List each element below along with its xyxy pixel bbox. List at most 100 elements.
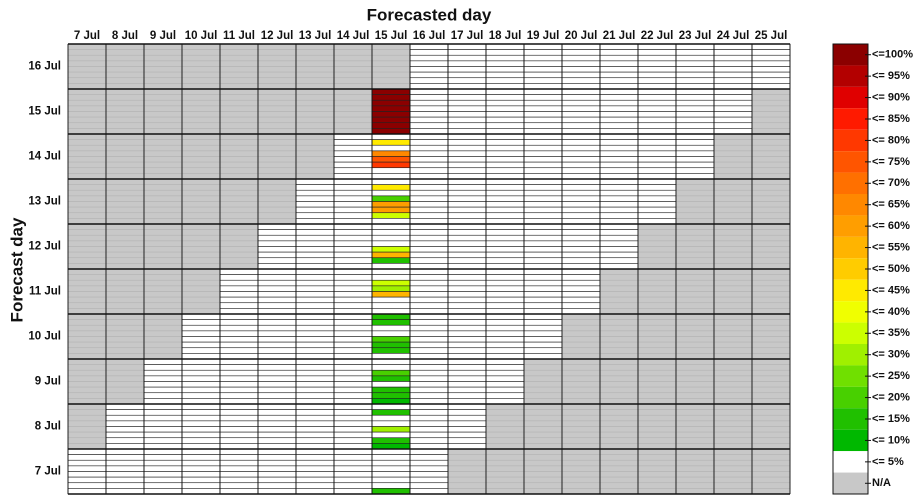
heatmap-cell	[409, 167, 449, 174]
heatmap-cell	[523, 122, 563, 129]
heatmap-cell	[523, 375, 563, 382]
heatmap-cell	[599, 263, 639, 270]
heatmap-cell	[637, 403, 677, 410]
heatmap-cell	[751, 398, 791, 405]
heatmap-cell	[295, 420, 335, 427]
heatmap-cell	[599, 105, 639, 112]
heatmap-cell	[105, 234, 145, 242]
heatmap-cell	[371, 285, 411, 292]
heatmap-cell	[485, 471, 525, 478]
heatmap-cell	[333, 358, 373, 365]
heatmap-cell	[143, 302, 183, 309]
heatmap-cell	[637, 409, 677, 416]
heatmap-cell	[713, 189, 753, 197]
heatmap-cell	[257, 386, 297, 394]
heatmap-cell	[523, 229, 563, 236]
heatmap-cell	[485, 279, 525, 287]
heatmap-cell	[371, 336, 411, 343]
heatmap-cell	[181, 88, 221, 95]
heatmap-cell	[599, 347, 639, 354]
heatmap-cell	[599, 83, 639, 90]
heatmap-cell	[295, 49, 335, 56]
heatmap-cell	[257, 173, 297, 180]
heatmap-cell	[751, 482, 791, 489]
heatmap-cell	[67, 443, 107, 450]
heatmap-cell	[409, 347, 449, 354]
heatmap-cell	[295, 341, 335, 349]
heatmap-cell	[105, 465, 145, 472]
heatmap-cell	[599, 471, 639, 478]
heatmap-cell	[713, 257, 753, 264]
heatmap-cell	[257, 398, 297, 405]
heatmap-cell	[637, 122, 677, 129]
heatmap-cell	[67, 476, 107, 484]
heatmap-cell	[485, 291, 525, 298]
heatmap-cell	[713, 184, 753, 191]
heatmap-cell	[295, 178, 335, 185]
heatmap-cell	[143, 482, 183, 489]
heatmap-cell	[637, 77, 677, 84]
heatmap-cell	[295, 88, 335, 95]
heatmap-cell	[181, 195, 221, 202]
heatmap-cell	[409, 279, 449, 287]
heatmap-cell	[523, 71, 563, 79]
heatmap-cell	[67, 60, 107, 67]
heatmap-cell	[67, 240, 107, 247]
heatmap-cell	[181, 60, 221, 67]
heatmap-cell	[257, 94, 297, 101]
heatmap-cell	[751, 409, 791, 416]
heatmap-cell	[257, 128, 297, 135]
heatmap-cell	[105, 212, 145, 219]
heatmap-cell	[219, 324, 259, 332]
heatmap-cell	[181, 330, 221, 337]
heatmap-cell	[105, 105, 145, 112]
heatmap-cell	[675, 308, 715, 315]
heatmap-cell	[143, 358, 183, 365]
heatmap-cell	[485, 398, 525, 405]
heatmap-cell	[713, 398, 753, 405]
heatmap-cell	[219, 167, 259, 174]
heatmap-cell	[67, 178, 107, 185]
heatmap-cell	[637, 195, 677, 202]
heatmap-cell	[713, 347, 753, 354]
heatmap-cell	[561, 398, 601, 405]
heatmap-cell	[371, 257, 411, 264]
heatmap-cell	[675, 330, 715, 337]
heatmap-cell	[333, 116, 373, 124]
heatmap-cell	[105, 313, 145, 320]
heatmap-cell	[219, 105, 259, 112]
heatmap-cell	[447, 144, 487, 152]
heatmap-cell	[447, 392, 487, 399]
heatmap-cell	[371, 386, 411, 394]
heatmap-cell	[371, 139, 411, 146]
heatmap-cell	[219, 392, 259, 399]
heatmap-cell	[219, 116, 259, 124]
heatmap-cell	[637, 150, 677, 157]
heatmap-cell	[447, 223, 487, 230]
heatmap-cell	[675, 392, 715, 399]
heatmap-cell	[67, 150, 107, 157]
heatmap-cell	[637, 156, 677, 163]
heatmap-cell	[219, 454, 259, 461]
heatmap-cell	[751, 128, 791, 135]
heatmap-cell	[257, 178, 297, 185]
heatmap-cell	[371, 246, 411, 253]
heatmap-cell	[105, 218, 145, 225]
heatmap-cell	[219, 195, 259, 202]
heatmap-cell	[333, 195, 373, 202]
heatmap-cell	[219, 77, 259, 84]
heatmap-cell	[257, 313, 297, 320]
heatmap-cell	[67, 218, 107, 225]
heatmap-cell	[67, 139, 107, 146]
heatmap-cell	[447, 431, 487, 439]
heatmap-cell	[371, 66, 411, 73]
heatmap-cell	[143, 257, 183, 264]
heatmap-cell	[181, 291, 221, 298]
heatmap-cell	[143, 189, 183, 197]
heatmap-cell	[675, 403, 715, 410]
heatmap-cell	[751, 94, 791, 101]
heatmap-cell	[105, 173, 145, 180]
legend-label: <= 90%	[872, 91, 910, 103]
heatmap-cell	[143, 296, 183, 304]
heatmap-cell	[637, 324, 677, 332]
